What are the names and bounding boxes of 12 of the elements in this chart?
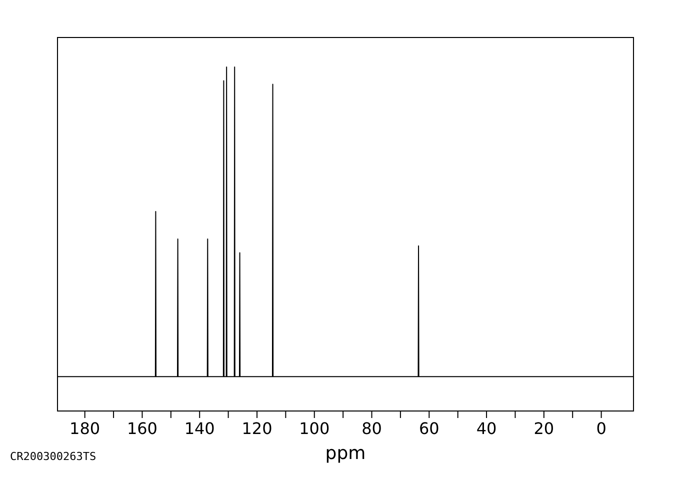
x-tick-label: 60 [418, 419, 440, 438]
x-tick-label: 100 [299, 419, 330, 438]
x-tick-label: 120 [242, 419, 272, 438]
x-tick-label: 180 [70, 419, 100, 438]
x-tick-label: 160 [126, 419, 158, 438]
x-axis-title: ppm [325, 443, 366, 464]
x-tick-label: 140 [184, 419, 215, 438]
x-tick-label: 80 [362, 419, 382, 438]
x-tick-label: 20 [534, 419, 554, 438]
text: CR200300263TS [10, 450, 96, 463]
x-tick-label: 0 [596, 419, 606, 438]
x-tick-label: 40 [476, 419, 497, 438]
